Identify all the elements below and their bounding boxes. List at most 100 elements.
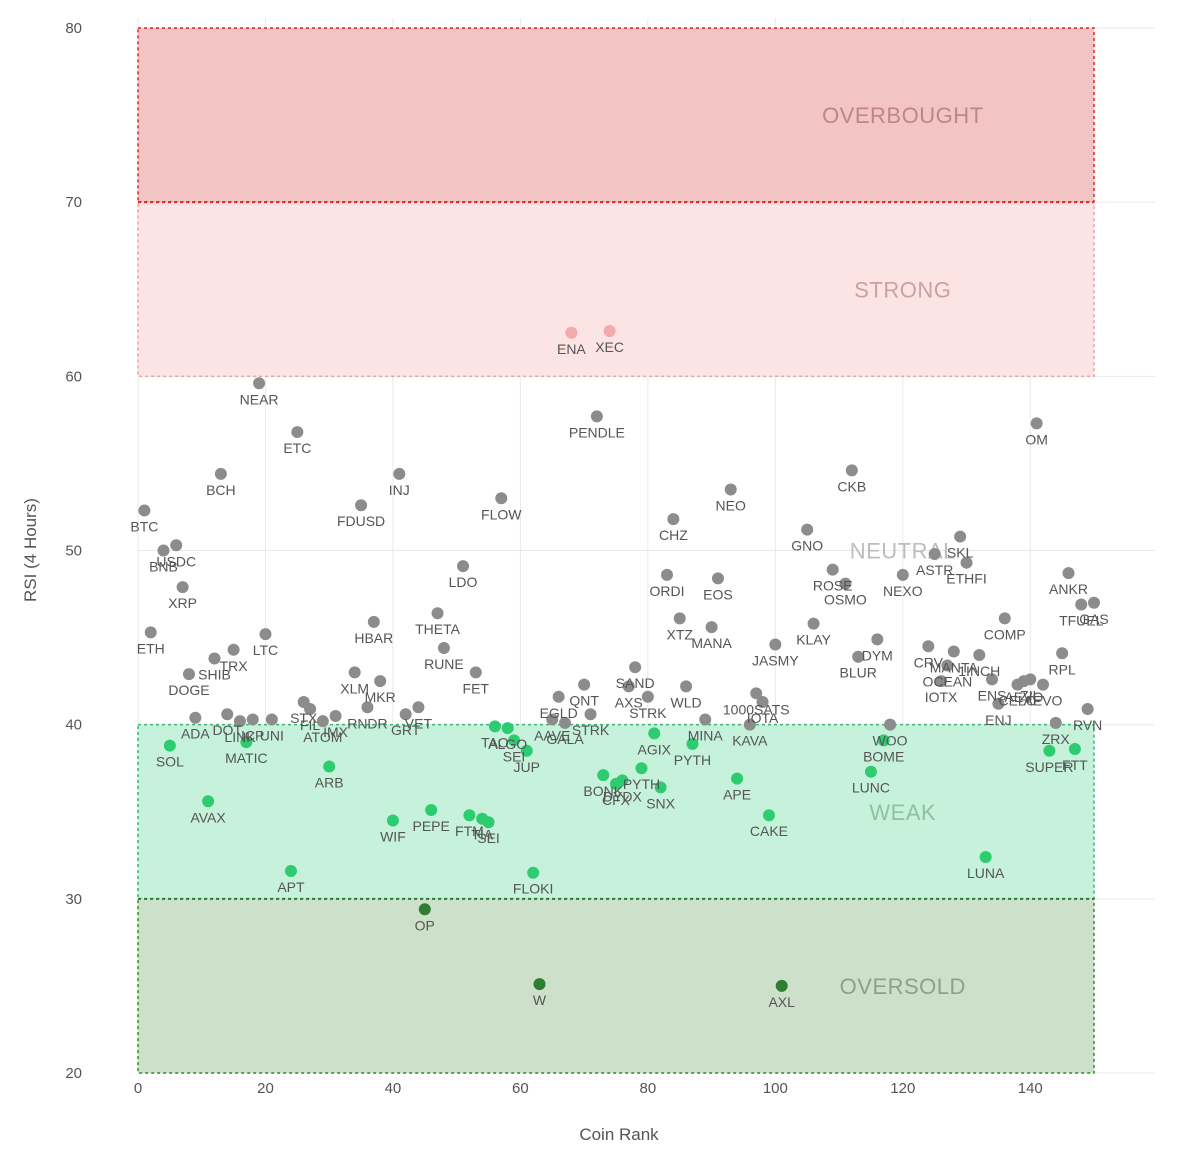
data-point	[425, 804, 438, 817]
data-point	[603, 325, 616, 338]
point-label: SHIB	[198, 666, 231, 682]
point-label: STX	[290, 710, 318, 726]
point-label: AEVO	[1004, 689, 1043, 705]
data-point	[170, 539, 183, 552]
point-label: ARB	[315, 774, 344, 790]
data-point	[1081, 702, 1094, 715]
data-point	[947, 645, 960, 658]
point-label: EGLD	[540, 705, 578, 721]
point-label: ETC	[283, 440, 311, 456]
data-point	[826, 563, 839, 576]
point-label: W	[533, 992, 547, 1008]
point-label: WIF	[380, 828, 406, 844]
point-label: DOT	[212, 722, 242, 738]
data-point	[259, 628, 272, 641]
data-point	[1037, 678, 1050, 691]
y-tick-label: 40	[65, 717, 82, 734]
data-point	[641, 690, 654, 703]
point-label: ETHFI	[946, 571, 986, 587]
y-tick-label: 50	[65, 543, 82, 560]
point-label: PEPE	[412, 818, 449, 834]
point-label: SKL	[947, 545, 974, 561]
data-point	[839, 577, 852, 590]
point-label: CHZ	[659, 527, 688, 543]
data-point	[845, 464, 858, 477]
point-label: RVN	[1073, 717, 1102, 733]
data-point	[559, 716, 572, 729]
point-label: DYDX	[603, 788, 643, 804]
point-label: WLD	[671, 694, 702, 710]
point-label: ORDI	[649, 583, 684, 599]
data-point	[374, 675, 387, 688]
point-label: RUNE	[424, 656, 464, 672]
point-label: THETA	[415, 621, 461, 637]
data-point	[1088, 596, 1100, 609]
point-label: ENA	[557, 341, 586, 357]
point-label: TAO	[481, 734, 509, 750]
data-point	[208, 652, 221, 665]
data-point	[144, 626, 157, 639]
point-label: AXL	[768, 994, 795, 1010]
data-point	[590, 410, 603, 423]
data-point	[437, 642, 450, 655]
data-point	[1024, 673, 1037, 686]
data-point	[1062, 567, 1075, 580]
point-label: SNX	[646, 795, 675, 811]
y-axis-title: RSI (4 Hours)	[21, 498, 40, 602]
x-tick-label: 60	[512, 1080, 529, 1097]
y-tick-label: 60	[65, 368, 82, 385]
point-label: NEO	[716, 498, 746, 514]
data-point	[973, 649, 986, 661]
data-point	[469, 666, 482, 679]
point-label: AVAX	[190, 809, 226, 825]
point-label: MINA	[688, 727, 724, 743]
point-label: OP	[415, 917, 435, 933]
point-label: ICP	[241, 727, 264, 743]
data-point	[412, 701, 425, 714]
data-point	[1068, 743, 1081, 756]
data-point	[597, 769, 610, 782]
point-label: PYTH	[623, 776, 660, 792]
point-label: BTC	[130, 518, 158, 534]
point-label: MANTA	[930, 660, 979, 676]
point-label: JASMY	[752, 653, 799, 669]
point-label: APT	[277, 879, 305, 895]
x-tick-label: 80	[640, 1080, 657, 1097]
data-point	[801, 523, 814, 536]
data-point	[202, 795, 215, 808]
point-label: VET	[405, 715, 433, 731]
data-point	[329, 709, 342, 722]
data-point	[546, 713, 559, 726]
point-label: TFUEL	[1059, 612, 1104, 628]
data-point	[622, 680, 635, 693]
x-tick-label: 140	[1018, 1080, 1043, 1097]
point-label: CFX	[602, 792, 631, 808]
point-label: DOGE	[168, 682, 209, 698]
data-point	[246, 713, 259, 726]
point-label: AXS	[615, 694, 643, 710]
point-label: ANKR	[1049, 581, 1088, 597]
data-point	[482, 816, 495, 829]
point-label: UNI	[260, 727, 284, 743]
data-point	[520, 744, 533, 757]
data-point	[954, 530, 967, 543]
data-point	[673, 612, 686, 625]
data-point	[775, 979, 788, 992]
x-tick-label: 20	[257, 1080, 274, 1097]
point-label: AGIX	[638, 741, 672, 757]
point-label: OCEAN	[923, 673, 973, 689]
y-tick-label: 30	[65, 891, 82, 908]
data-point	[552, 690, 565, 703]
data-point	[227, 643, 240, 656]
point-label: INJ	[389, 482, 410, 498]
point-label: TRX	[220, 658, 249, 674]
point-label: ZIL	[1020, 687, 1040, 703]
point-label: CRV	[914, 654, 944, 670]
axis-ticks: 0 20 40 60 80 100 120 140 20 30 40 50 60 70 80	[65, 20, 1042, 1097]
point-label: FLOKI	[513, 881, 553, 897]
x-tick-label: 0	[134, 1080, 142, 1097]
data-point	[221, 708, 234, 721]
data-point	[884, 718, 897, 731]
point-label: MATIC	[225, 750, 268, 766]
